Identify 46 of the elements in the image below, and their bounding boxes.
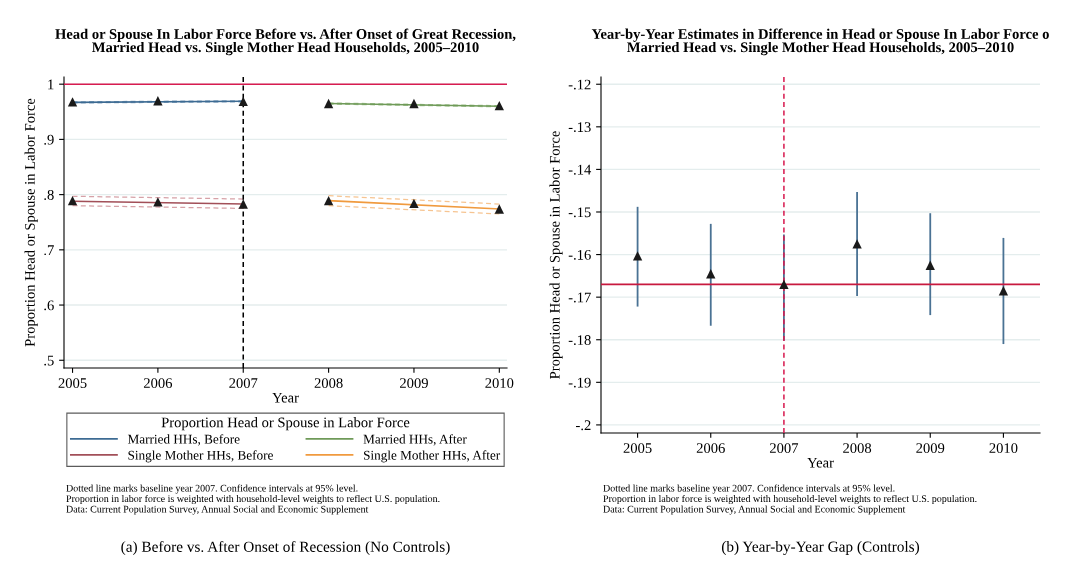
y-tick-label: 1 xyxy=(48,79,54,90)
y-tick-label: .5 xyxy=(44,355,54,366)
y-tick-label: -.19 xyxy=(568,377,591,388)
y-tick-label: -.15 xyxy=(568,207,591,218)
x-tick-label: 2008 xyxy=(843,443,872,453)
x-tick-label: 2010 xyxy=(485,378,514,388)
legend-label: Single Mother HHs, After xyxy=(364,450,501,463)
y-tick-label: -.16 xyxy=(568,249,591,260)
legend-label: Married HHs, Before xyxy=(127,434,240,446)
text: (a) Before vs. After Onset of Recession (No Controls) xyxy=(121,540,450,556)
text: Data: Current Population Survey, Annual Social and Economic Supplement xyxy=(603,505,906,515)
text: Dotted line marks baseline year 2007. Confidence intervals at 95% level. xyxy=(603,484,895,494)
x-axis-title: Year xyxy=(272,392,299,403)
chart-title: Year-by-Year Estimates in Difference in Head or Spouse In Labor Force o Married Head vs. Single Mother Head Households, 2005–2010 xyxy=(591,28,1049,56)
x-tick-label: 2007 xyxy=(769,443,799,453)
x-tick-label: 2008 xyxy=(314,378,343,388)
y-tick-label: -.18 xyxy=(568,335,591,346)
x-tick-label: 2007 xyxy=(229,378,258,388)
y-tick-label: .9 xyxy=(44,134,54,145)
y-tick-label: -.12 xyxy=(568,79,591,90)
legend-label: Married HHs, After xyxy=(363,434,467,446)
text: (b) Year-by-Year Gap (Controls) xyxy=(721,541,920,555)
x-tick-label: 2010 xyxy=(989,443,1018,453)
x-tick-label: 2006 xyxy=(696,443,725,453)
x-tick-label: 2006 xyxy=(143,378,173,388)
y-tick-label: -.13 xyxy=(568,122,591,133)
y-axis-title: Proportion Head or Spouse in Labor Force xyxy=(549,131,563,379)
y-tick-label: -.17 xyxy=(568,292,591,303)
x-tick-label: 2009 xyxy=(400,378,428,388)
legend-label: Single Mother HHs, Before xyxy=(128,450,273,463)
text: Dotted line marks baseline year 2007. Confidence intervals at 95% level. xyxy=(66,484,358,494)
text: Proportion in labor force is weighted with household-level weights to reflect U.S. population. xyxy=(66,494,440,505)
y-tick-label: .8 xyxy=(44,189,54,200)
y-axis-title: Proportion Head or Spouse in Labor Force xyxy=(24,98,38,347)
chart-title: Head or Spouse In Labor Force Before vs. After Onset of Great Recession, Married Head vs. Single Mother Head Households, 2005–2010 xyxy=(55,28,516,56)
y-tick-label: -.2 xyxy=(576,420,591,431)
legend-title: Proportion Head or Spouse in Labor Force xyxy=(161,417,410,431)
text: Proportion in labor force is weighted with household-level weights to reflect U.S. population. xyxy=(603,494,977,505)
x-axis-title: Year xyxy=(807,457,834,468)
x-tick-label: 2009 xyxy=(916,443,945,453)
y-tick-label: .6 xyxy=(44,300,54,311)
x-tick-label: 2005 xyxy=(58,378,87,388)
y-tick-label: -.14 xyxy=(568,164,592,175)
text: Data: Current Population Survey, Annual Social and Economic Supplement xyxy=(66,505,369,515)
y-tick-label: .7 xyxy=(44,245,54,256)
x-tick-label: 2005 xyxy=(623,443,652,453)
